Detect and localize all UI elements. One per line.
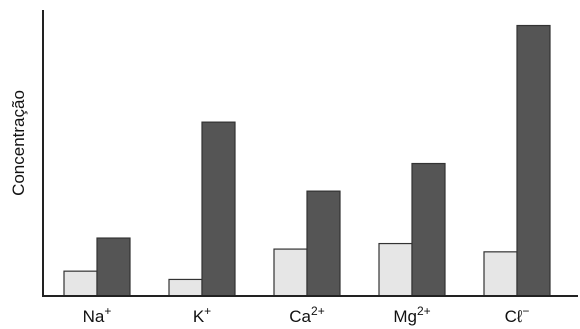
bar-light-1 [168, 278, 203, 297]
x-tick-labels: Na+ K+ Ca2+ Mg2+ Cℓ− [83, 304, 530, 326]
tick-label-base: K [193, 307, 205, 326]
tick-label-superscript: 2+ [311, 304, 325, 318]
bar-dark-0 [96, 237, 131, 297]
tick-label-superscript: + [204, 304, 211, 318]
bar-light-0 [63, 270, 98, 297]
tick-label-superscript: + [104, 304, 111, 318]
bar-light-2 [273, 248, 308, 297]
bars-group [63, 24, 551, 297]
tick-label-base: Mg [393, 307, 417, 326]
bar-dark-4 [516, 24, 551, 297]
tick-label-superscript: − [522, 304, 529, 318]
x-tick-label-1: K+ [193, 304, 211, 326]
x-tick-label-2: Ca2+ [289, 304, 324, 326]
tick-label-base: Na [83, 307, 105, 326]
x-tick-label-0: Na+ [83, 304, 112, 326]
x-tick-label-3: Mg2+ [393, 304, 430, 326]
bar-light-4 [483, 251, 518, 297]
bar-dark-2 [306, 190, 341, 297]
x-tick-label-4: Cℓ− [505, 304, 530, 326]
bar-dark-3 [411, 162, 446, 297]
bar-dark-1 [201, 121, 236, 297]
bar-light-3 [378, 242, 413, 297]
tick-label-superscript: 2+ [417, 304, 431, 318]
tick-label-base: Ca [289, 307, 311, 326]
y-axis-label: Concentração [9, 90, 28, 196]
tick-label-base: Cℓ [505, 307, 523, 326]
